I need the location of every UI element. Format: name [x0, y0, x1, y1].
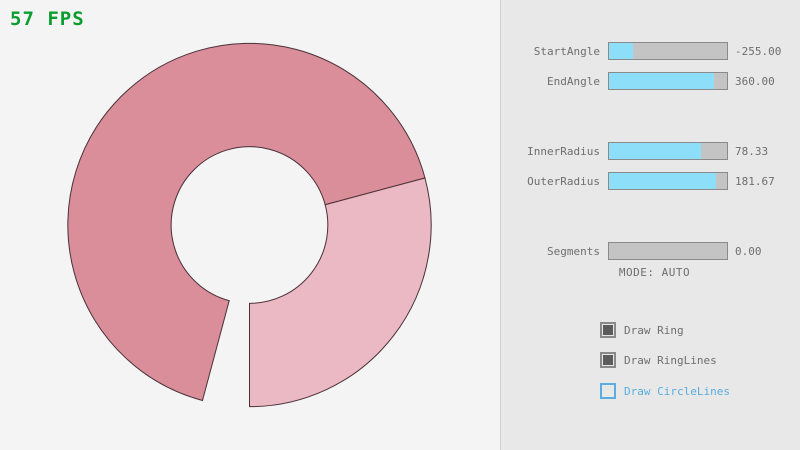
slider-value-outerradius: 181.67	[735, 174, 775, 188]
checkbox-row-draw-ring[interactable]: Draw Ring	[600, 320, 684, 340]
donut-slice	[67, 42, 426, 402]
checkbox-label-draw-ring: Draw Ring	[624, 323, 684, 337]
slider-fill-outerradius	[609, 173, 717, 189]
slider-track-outerradius[interactable]	[608, 172, 728, 190]
checkbox-draw-ring[interactable]	[600, 322, 616, 338]
checkbox-row-draw-circlelines[interactable]: Draw CircleLines	[600, 381, 730, 401]
slider-label-innerradius: InnerRadius	[527, 144, 600, 158]
slider-value-segments: 0.00	[735, 244, 762, 258]
slider-row-outerradius[interactable]: OuterRadius 181.67	[501, 172, 800, 190]
checkbox-row-draw-ringlines[interactable]: Draw RingLines	[600, 350, 717, 370]
slider-label-endangle: EndAngle	[547, 74, 600, 88]
slider-fill-endangle	[609, 73, 715, 89]
slider-label-segments: Segments	[547, 244, 600, 258]
slider-track-endangle[interactable]	[608, 72, 728, 90]
donut-slice	[249, 177, 432, 408]
checkbox-draw-circlelines[interactable]	[600, 383, 616, 399]
slider-value-innerradius: 78.33	[735, 144, 769, 158]
slider-track-startangle[interactable]	[608, 42, 728, 60]
slider-row-innerradius[interactable]: InnerRadius 78.33	[501, 142, 800, 160]
slider-track-segments[interactable]	[608, 242, 728, 260]
slider-value-startangle: -255.00	[735, 44, 782, 58]
donut-slice-group	[67, 42, 432, 408]
slider-label-startangle: StartAngle	[533, 44, 600, 58]
donut-chart	[67, 42, 432, 408]
mode-status-text: MODE: AUTO	[618, 266, 691, 279]
fps-counter: 57 FPS	[10, 8, 85, 30]
slider-track-innerradius[interactable]	[608, 142, 728, 160]
slider-value-endangle: 360.00	[735, 74, 775, 88]
slider-label-outerradius: OuterRadius	[527, 174, 600, 188]
slider-row-endangle[interactable]: EndAngle 360.00	[501, 72, 800, 90]
slider-fill-innerradius	[609, 143, 702, 159]
checkbox-draw-ringlines[interactable]	[600, 352, 616, 368]
slider-row-segments[interactable]: Segments 0.00	[501, 242, 800, 260]
slider-row-startangle[interactable]: StartAngle -255.00	[501, 42, 800, 60]
control-panel: StartAngle -255.00 EndAngle 360.00 Inner…	[501, 0, 800, 450]
checkbox-label-draw-circlelines: Draw CircleLines	[624, 384, 730, 398]
checkbox-label-draw-ringlines: Draw RingLines	[624, 353, 717, 367]
slider-fill-startangle	[609, 43, 633, 59]
render-canvas: 57 FPS	[10, 8, 432, 408]
panel-divider	[500, 0, 501, 450]
